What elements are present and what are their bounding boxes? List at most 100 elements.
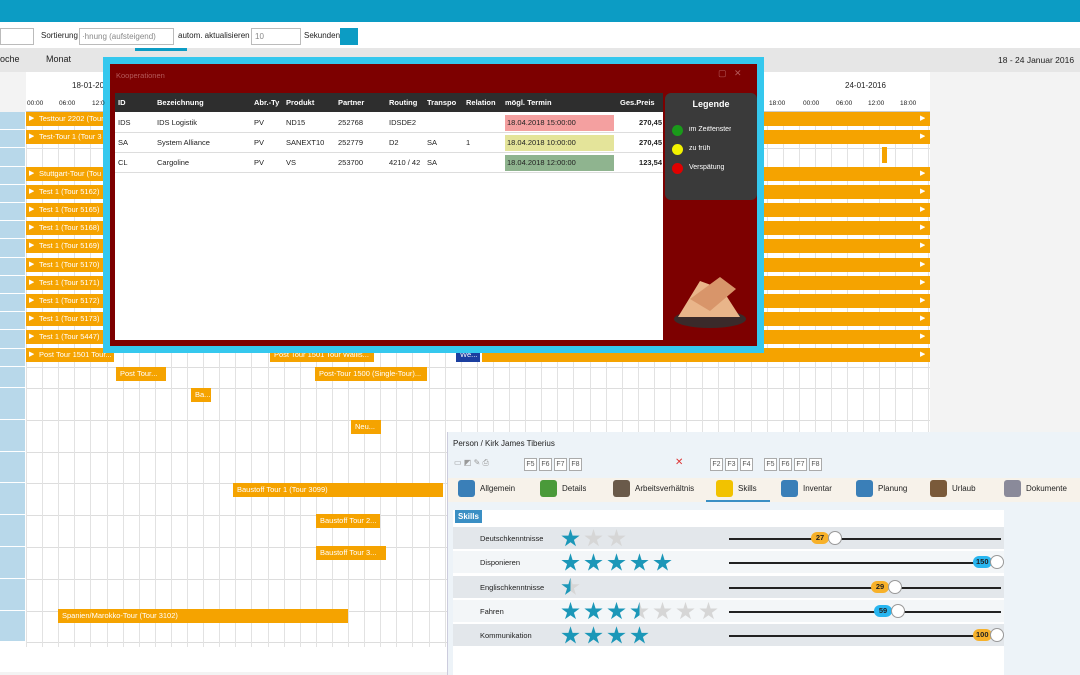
function-key[interactable]: F8 (569, 458, 582, 471)
grid-col (766, 112, 768, 647)
tab[interactable]: Skills (738, 484, 757, 493)
grid-col (106, 112, 108, 647)
hour-label: 12:00 (868, 100, 885, 107)
function-key[interactable]: F7 (794, 458, 807, 471)
slider-track (729, 586, 1001, 589)
slider-value[interactable]: 29 (871, 580, 889, 593)
grid-col (911, 112, 913, 647)
cell: 252768 (338, 118, 364, 127)
slider-knob[interactable] (828, 531, 842, 545)
grid-col (605, 112, 607, 647)
apply-button[interactable] (340, 28, 358, 45)
slider-knob[interactable] (888, 579, 902, 594)
function-key[interactable]: F2 (710, 458, 723, 471)
tour-bar[interactable]: Spanien/Marokko-Tour (Tour 3102) (58, 609, 348, 623)
slider-track (729, 562, 1001, 565)
cell (427, 113, 464, 133)
tab[interactable]: Allgemein (480, 484, 516, 493)
tab[interactable]: Planung (878, 484, 908, 493)
arrow: ▶ (920, 133, 926, 140)
grid-col (251, 112, 253, 647)
arrow: ▶ (920, 297, 926, 304)
slider-value[interactable]: 27 (811, 532, 829, 544)
row-line (115, 172, 663, 173)
grid-col (927, 112, 929, 647)
resource-cell (0, 610, 25, 642)
resource-cell (0, 348, 25, 366)
arrow: ▶ (920, 351, 926, 358)
cell: SA (118, 138, 129, 147)
legend-dot (672, 125, 683, 136)
tab[interactable]: Dokumente (1026, 484, 1067, 493)
grid-col (267, 112, 269, 647)
arrow: ▶ (920, 115, 926, 122)
tab[interactable]: Arbeitsverhältnis (635, 484, 695, 493)
cell: IDS Logistik (157, 118, 198, 127)
grid-row (26, 419, 930, 421)
cell: 123,54 (639, 158, 662, 167)
slider-value[interactable]: 100 (973, 629, 992, 642)
grid-col (476, 112, 478, 647)
grid-col (42, 112, 44, 647)
tour-bar[interactable]: Ba... (191, 388, 211, 402)
function-key[interactable]: F6 (779, 458, 792, 471)
arrow: ▶ (29, 224, 35, 231)
tour-bar[interactable]: Post Tour 1501 Tour... (26, 348, 114, 362)
tour-bar[interactable]: Baustoff Tour 3... (316, 546, 386, 560)
tour-bar[interactable]: Neu... (351, 420, 381, 434)
function-key[interactable]: F3 (725, 458, 738, 471)
legend-item: zu früh (689, 145, 711, 152)
slider-knob[interactable] (891, 603, 905, 618)
tour-bar[interactable]: Baustoff Tour 1 (Tour 3099) (233, 483, 443, 497)
sort-select[interactable]: ·hnung (aufsteigend) (79, 28, 174, 45)
delete-icon: ✕ (675, 457, 684, 468)
column-header: Partner (338, 98, 365, 107)
tab[interactable]: Urlaub (952, 484, 976, 493)
column-header: Transpo (427, 98, 457, 107)
grid-col (734, 112, 736, 647)
cell: SA (427, 138, 438, 147)
view-tab[interactable]: Monat (46, 54, 72, 64)
tab-icon (613, 480, 630, 497)
sort-label: Sortierung (41, 31, 78, 40)
grid-col (686, 112, 688, 647)
tour-bar[interactable]: Post Tour... (116, 367, 166, 381)
cell (466, 153, 503, 173)
slider-value[interactable]: 150 (973, 556, 992, 569)
tab-icon (716, 480, 733, 497)
tour-bar[interactable]: Post-Tour 1500 (Single-Tour)... (315, 367, 427, 381)
refresh-spinner[interactable]: 10 (251, 28, 301, 45)
slider-knob[interactable] (990, 628, 1004, 643)
grid-row (26, 366, 930, 368)
arrow: ▶ (920, 206, 926, 213)
dialog-buttons[interactable]: ▢ ✕ (718, 68, 742, 78)
tab-icon (458, 480, 475, 497)
title-bar (0, 0, 1080, 22)
cell: PV (254, 138, 265, 147)
function-key[interactable]: F6 (539, 458, 552, 471)
row-line (115, 132, 663, 133)
tab[interactable]: Inventar (803, 484, 832, 493)
tour-bar[interactable]: Baustoff Tour 2... (316, 514, 380, 528)
grid-col (589, 112, 591, 647)
legend-item: Verspätung (689, 164, 725, 171)
grid-col (863, 112, 865, 647)
arrow: ▶ (920, 279, 926, 286)
function-key[interactable]: F5 (524, 458, 537, 471)
grid-col (58, 112, 60, 647)
day-label: 18-01-20 (72, 81, 105, 90)
view-tab[interactable]: oche (0, 54, 20, 64)
function-key[interactable]: F7 (554, 458, 567, 471)
grid-col (428, 112, 430, 647)
tab[interactable]: Details (562, 484, 587, 493)
resource-cell (0, 483, 25, 515)
arrow: ▶ (920, 261, 926, 268)
input[interactable] (0, 28, 34, 45)
function-key[interactable]: F8 (809, 458, 822, 471)
function-key[interactable]: F4 (740, 458, 753, 471)
slider-track (729, 538, 1001, 540)
slider-value[interactable]: 59 (874, 604, 892, 617)
slider-knob[interactable] (990, 555, 1004, 570)
function-key[interactable]: F5 (764, 458, 777, 471)
